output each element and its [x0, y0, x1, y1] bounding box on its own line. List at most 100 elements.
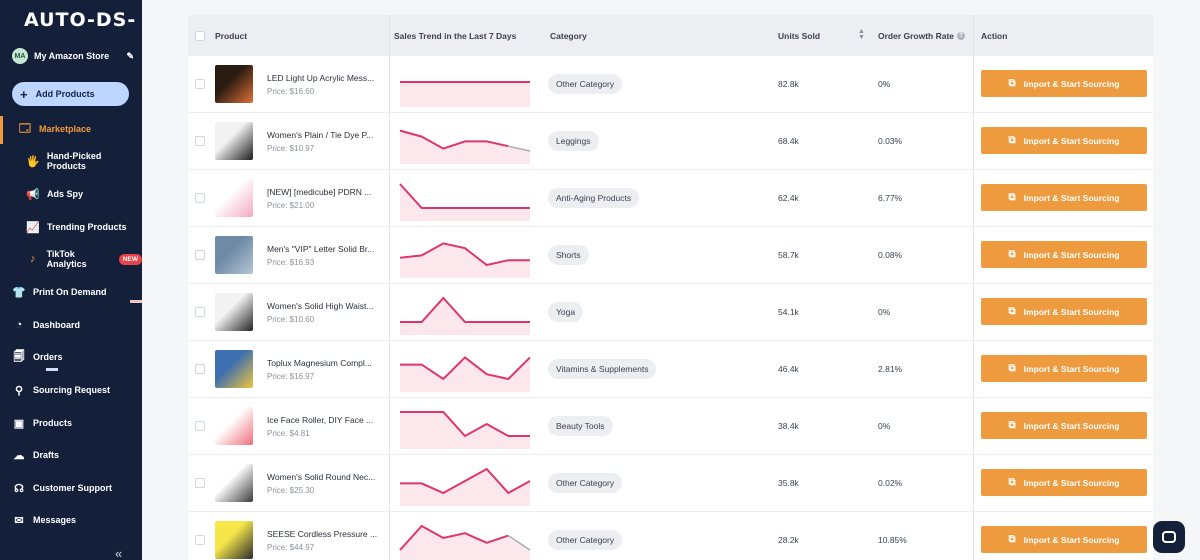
- import-button-label: Import & Start Sourcing: [1023, 477, 1120, 488]
- table-row: Women's Solid Round Nec... Price: $25.30 O…: [188, 455, 1153, 512]
- import-start-sourcing-button[interactable]: ⧉ Import & Start Sourcing: [981, 412, 1147, 439]
- sparkline-projection: [508, 145, 531, 152]
- units-sold-value: 82.8k: [778, 79, 799, 89]
- add-products-button[interactable]: + Add Products: [12, 82, 129, 106]
- import-icon: ⧉: [1008, 135, 1016, 146]
- category-badge: Leggings: [548, 131, 599, 151]
- units-sold-value: 58.7k: [778, 250, 799, 260]
- product-thumbnail[interactable]: [215, 407, 253, 445]
- info-icon[interactable]: ?: [957, 31, 966, 40]
- column-category: Category: [550, 30, 587, 41]
- sidebar-item-drafts[interactable]: ☁ Drafts: [12, 447, 142, 463]
- product-thumbnail[interactable]: [215, 65, 253, 103]
- product-name[interactable]: LED Light Up Acrylic Mess...: [267, 73, 375, 83]
- sparkline-area: [400, 184, 530, 221]
- import-start-sourcing-button[interactable]: ⧉ Import & Start Sourcing: [981, 184, 1147, 211]
- sidebar-item-products[interactable]: ▣ Products: [12, 415, 142, 431]
- import-start-sourcing-button[interactable]: ⧉ Import & Start Sourcing: [981, 241, 1147, 268]
- product-name[interactable]: Women's Solid High Waist...: [267, 301, 374, 311]
- import-start-sourcing-button[interactable]: ⧉ Import & Start Sourcing: [981, 526, 1147, 553]
- row-checkbox[interactable]: [195, 79, 205, 89]
- hand-icon: 🖐: [26, 155, 40, 168]
- sparkline-area: [400, 357, 530, 392]
- import-icon: ⧉: [1008, 477, 1016, 488]
- product-price: Price: $16.97: [267, 372, 315, 381]
- sidebar-item-dashboard[interactable]: ◔ Dashboard: [12, 317, 142, 333]
- import-start-sourcing-button[interactable]: ⧉ Import & Start Sourcing: [981, 70, 1147, 97]
- sidebar-item-support[interactable]: ☊ Customer Support: [12, 480, 142, 496]
- row-checkbox[interactable]: [195, 421, 205, 431]
- column-divider: [973, 15, 974, 560]
- sparkline-area: [400, 526, 530, 560]
- table-header: Product Sales Trend in the Last 7 Days C…: [188, 15, 1153, 56]
- row-checkbox[interactable]: [195, 535, 205, 545]
- row-checkbox[interactable]: [195, 478, 205, 488]
- product-name[interactable]: Ice Face Roller, DIY Face ...: [267, 415, 374, 425]
- column-units-sold[interactable]: Units Sold: [778, 15, 820, 56]
- column-action: Action: [981, 30, 1008, 41]
- product-thumbnail[interactable]: [215, 236, 253, 274]
- add-products-label: Add Products: [35, 89, 95, 99]
- row-checkbox[interactable]: [195, 136, 205, 146]
- product-name[interactable]: Toplux Magnesium Compl...: [267, 358, 372, 368]
- sidebar-item-hand-picked[interactable]: 🖐 Hand-Picked Products: [26, 151, 142, 171]
- sparkline-projection: [507, 534, 531, 551]
- import-icon: ⧉: [1008, 78, 1016, 89]
- sidebar-item-orders[interactable]: 🗐 Orders: [12, 349, 142, 365]
- product-name[interactable]: Men's "VIP" Letter Solid Br...: [267, 244, 375, 254]
- product-thumbnail[interactable]: [215, 122, 253, 160]
- import-start-sourcing-button[interactable]: ⧉ Import & Start Sourcing: [981, 127, 1147, 154]
- product-name[interactable]: [NEW] [medicube] PDRN ...: [267, 187, 372, 197]
- chat-button[interactable]: [1153, 521, 1185, 553]
- category-badge: Vitamins & Supplements: [548, 359, 657, 379]
- row-checkbox[interactable]: [195, 193, 205, 203]
- sidebar-item-marketplace[interactable]: 🗔 Marketplace: [18, 121, 142, 137]
- import-start-sourcing-button[interactable]: ⧉ Import & Start Sourcing: [981, 298, 1147, 325]
- sidebar-item-ads-spy[interactable]: 📢 Ads Spy: [26, 186, 142, 202]
- row-checkbox[interactable]: [195, 307, 205, 317]
- product-thumbnail[interactable]: [215, 293, 253, 331]
- store-name: My Amazon Store: [34, 51, 110, 61]
- sidebar-item-label: Customer Support: [33, 483, 113, 493]
- sales-trend-sparkline: [399, 183, 530, 221]
- sidebar-item-label: Drafts: [33, 450, 60, 460]
- product-thumbnail[interactable]: [215, 521, 253, 559]
- product-thumbnail[interactable]: [215, 179, 253, 217]
- import-start-sourcing-button[interactable]: ⧉ Import & Start Sourcing: [981, 355, 1147, 382]
- product-name[interactable]: SEESE Cordless Pressure ...: [267, 529, 378, 539]
- sidebar-item-label: Orders: [33, 352, 63, 362]
- sidebar-item-pod[interactable]: 👕 Print On Demand: [12, 284, 142, 300]
- sidebar-item-tiktok[interactable]: ♪ TikTok Analytics NEW: [26, 249, 142, 269]
- sidebar: AUTO-DS- MA My Amazon Store ✎ + Add Prod…: [0, 0, 142, 560]
- chat-icon: [1162, 531, 1176, 543]
- megaphone-icon: 📢: [26, 188, 40, 201]
- sidebar-item-trending[interactable]: 📈 Trending Products: [26, 219, 142, 235]
- category-badge: Other Category: [548, 473, 623, 493]
- autods-logo[interactable]: AUTO-DS-: [24, 9, 137, 31]
- table-row: Women's Solid High Waist... Price: $10.60…: [188, 284, 1153, 341]
- sidebar-item-messages[interactable]: ✉ Messages: [12, 512, 142, 528]
- sparkline-area: [400, 82, 530, 107]
- product-name[interactable]: Women's Plain / Tie Dye P...: [267, 130, 374, 140]
- product-name[interactable]: Women's Solid Round Nec...: [267, 472, 376, 482]
- sidebar-item-label: Print On Demand: [33, 287, 107, 297]
- new-badge: NEW: [118, 253, 142, 265]
- units-sold-value: 38.4k: [778, 421, 799, 431]
- units-sold-label: Units Sold: [778, 30, 821, 41]
- row-checkbox[interactable]: [195, 364, 205, 374]
- store-selector[interactable]: MA My Amazon Store ✎: [12, 46, 134, 66]
- tiktok-icon: ♪: [30, 253, 36, 265]
- select-all-checkbox[interactable]: [195, 31, 205, 41]
- import-start-sourcing-button[interactable]: ⧉ Import & Start Sourcing: [981, 469, 1147, 496]
- import-icon: ⧉: [1008, 420, 1016, 431]
- row-checkbox[interactable]: [195, 250, 205, 260]
- sidebar-item-sourcing[interactable]: ⚲ Sourcing Request: [12, 382, 142, 398]
- sparkline-line: [400, 467, 531, 495]
- product-thumbnail[interactable]: [215, 464, 253, 502]
- product-thumbnail[interactable]: [215, 350, 253, 388]
- product-price: Price: $16.93: [267, 258, 315, 267]
- shirt-icon: 👕: [12, 286, 26, 299]
- sort-icon[interactable]: ▲ ▼: [858, 28, 865, 41]
- pencil-icon[interactable]: ✎: [126, 50, 134, 61]
- collapse-sidebar-icon[interactable]: «: [115, 546, 123, 560]
